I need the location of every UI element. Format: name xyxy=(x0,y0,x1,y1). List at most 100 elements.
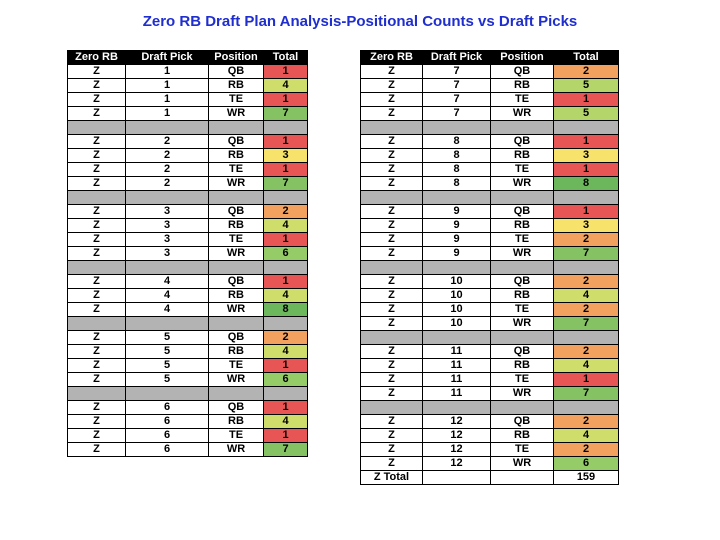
total-cell: 1 xyxy=(553,162,619,177)
total-cell: 4 xyxy=(263,414,308,429)
draft-pick-cell: 6 xyxy=(125,400,209,415)
position-cell: WR xyxy=(208,442,264,457)
position-cell: QB xyxy=(208,330,264,345)
total-cell: 4 xyxy=(263,78,308,93)
separator-cell xyxy=(67,316,126,331)
separator-cell xyxy=(360,400,423,415)
table-row: Z 11 RB 4 xyxy=(360,358,619,373)
separator-row xyxy=(67,190,308,205)
header-position: Position xyxy=(490,50,554,65)
total-cell: 4 xyxy=(553,358,619,373)
draft-pick-cell: 4 xyxy=(125,274,209,289)
zero-rb-cell: Z xyxy=(360,428,423,443)
position-cell: WR xyxy=(208,176,264,191)
table-row: Z 11 QB 2 xyxy=(360,344,619,359)
separator-cell xyxy=(553,260,619,275)
position-cell: WR xyxy=(208,302,264,317)
total-cell: 2 xyxy=(553,274,619,289)
zero-rb-cell: Z xyxy=(67,134,126,149)
separator-row xyxy=(360,120,619,135)
position-cell: QB xyxy=(490,274,554,289)
separator-cell xyxy=(553,190,619,205)
position-cell: WR xyxy=(490,316,554,331)
total-cell: 1 xyxy=(553,134,619,149)
draft-pick-cell: 7 xyxy=(422,106,491,121)
total-cell: 7 xyxy=(553,246,619,261)
separator-cell xyxy=(553,120,619,135)
separator-row xyxy=(67,316,308,331)
footer-empty xyxy=(422,470,491,485)
separator-cell xyxy=(490,260,554,275)
table-row: Z 9 RB 3 xyxy=(360,218,619,233)
table-row: Z 11 TE 1 xyxy=(360,372,619,387)
total-cell: 4 xyxy=(553,428,619,443)
total-cell: 2 xyxy=(553,64,619,79)
position-cell: RB xyxy=(208,414,264,429)
separator-cell xyxy=(125,120,209,135)
position-cell: QB xyxy=(208,204,264,219)
total-cell: 2 xyxy=(553,442,619,457)
position-cell: QB xyxy=(208,64,264,79)
position-cell: WR xyxy=(208,372,264,387)
position-cell: TE xyxy=(490,232,554,247)
page-title: Zero RB Draft Plan Analysis-Positional C… xyxy=(142,13,578,30)
table-row: Z 1 WR 7 xyxy=(67,106,308,121)
zero-rb-cell: Z xyxy=(67,344,126,359)
footer-total-value: 159 xyxy=(553,470,619,485)
total-cell: 8 xyxy=(553,176,619,191)
total-cell: 4 xyxy=(553,288,619,303)
total-cell: 1 xyxy=(263,134,308,149)
table-row: Z 8 TE 1 xyxy=(360,162,619,177)
position-cell: TE xyxy=(208,358,264,373)
table-row: Z 8 RB 3 xyxy=(360,148,619,163)
total-cell: 7 xyxy=(263,442,308,457)
table-row: Z 4 WR 8 xyxy=(67,302,308,317)
table-row: Z 3 RB 4 xyxy=(67,218,308,233)
draft-pick-cell: 10 xyxy=(422,274,491,289)
position-cell: WR xyxy=(490,386,554,401)
total-cell: 4 xyxy=(263,288,308,303)
draft-pick-cell: 10 xyxy=(422,316,491,331)
table-row: Z 3 QB 2 xyxy=(67,204,308,219)
zero-rb-cell: Z xyxy=(360,246,423,261)
zero-rb-cell: Z xyxy=(67,78,126,93)
separator-cell xyxy=(553,330,619,345)
separator-cell xyxy=(67,260,126,275)
draft-pick-cell: 5 xyxy=(125,358,209,373)
separator-row xyxy=(360,400,619,415)
separator-cell xyxy=(422,120,491,135)
zero-rb-cell: Z xyxy=(360,386,423,401)
total-cell: 1 xyxy=(263,274,308,289)
separator-cell xyxy=(360,120,423,135)
zero-rb-cell: Z xyxy=(67,176,126,191)
zero-rb-cell: Z xyxy=(360,106,423,121)
total-cell: 1 xyxy=(263,92,308,107)
separator-cell xyxy=(422,260,491,275)
position-cell: QB xyxy=(208,400,264,415)
separator-cell xyxy=(125,190,209,205)
table-row: Z 2 QB 1 xyxy=(67,134,308,149)
footer-empty xyxy=(490,470,554,485)
draft-pick-cell: 2 xyxy=(125,162,209,177)
draft-pick-cell: 1 xyxy=(125,78,209,93)
draft-pick-cell: 2 xyxy=(125,134,209,149)
position-cell: RB xyxy=(490,288,554,303)
zero-rb-cell: Z xyxy=(360,302,423,317)
table-row: Z 6 WR 7 xyxy=(67,442,308,457)
zero-rb-cell: Z xyxy=(67,302,126,317)
draft-pick-cell: 7 xyxy=(422,78,491,93)
separator-cell xyxy=(360,260,423,275)
draft-pick-cell: 4 xyxy=(125,288,209,303)
separator-cell xyxy=(490,120,554,135)
position-cell: RB xyxy=(490,218,554,233)
zero-rb-cell: Z xyxy=(67,92,126,107)
draft-pick-cell: 9 xyxy=(422,232,491,247)
draft-pick-cell: 10 xyxy=(422,302,491,317)
table-row: Z 7 QB 2 xyxy=(360,64,619,79)
table-row: Z 6 RB 4 xyxy=(67,414,308,429)
draft-pick-cell: 2 xyxy=(125,148,209,163)
draft-pick-cell: 3 xyxy=(125,232,209,247)
left-draft-table: Zero RB Draft Pick Position Total Z 1 QB 1 Z… xyxy=(67,50,308,457)
draft-pick-cell: 9 xyxy=(422,218,491,233)
table-row: Z 4 RB 4 xyxy=(67,288,308,303)
